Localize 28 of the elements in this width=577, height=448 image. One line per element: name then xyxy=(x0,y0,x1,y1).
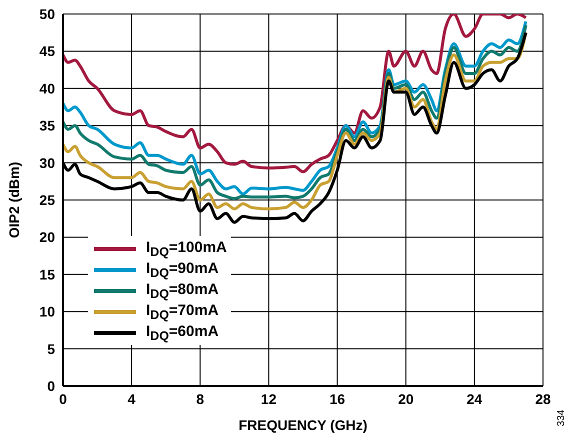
y-axis-title: OIP2 (dBm) xyxy=(6,162,22,238)
y-tick-label: 10 xyxy=(39,304,56,320)
y-tick-label: 0 xyxy=(47,378,56,394)
y-tick-label: 45 xyxy=(39,43,56,60)
y-tick-label: 25 xyxy=(39,192,56,208)
y-tick-label: 50 xyxy=(39,6,56,22)
x-tick-label: 12 xyxy=(260,390,277,407)
x-axis-title: FREQUENCY (GHz) xyxy=(238,417,368,433)
text: 334 xyxy=(556,409,567,426)
legend-label: I$_{DQ}$=60mA xyxy=(146,322,219,342)
legend-label: I$_{DQ}$=70mA xyxy=(146,302,219,322)
y-tick-label: 20 xyxy=(39,229,56,246)
y-tick-label: 15 xyxy=(39,266,56,282)
y-tick-label: 40 xyxy=(39,80,56,96)
line-series xyxy=(63,14,528,174)
x-tick-label: 8 xyxy=(196,390,204,407)
y-tick-label: 30 xyxy=(39,154,56,171)
x-tick-label: 24 xyxy=(466,390,482,407)
legend-label: I$_{DQ}$=100mA xyxy=(146,238,227,258)
y-tick-label: 35 xyxy=(39,118,56,134)
legend-label: I$_{DQ}$=90mA xyxy=(146,260,219,280)
x-tick-label: 0 xyxy=(59,390,68,407)
y-tick-label: 5 xyxy=(47,340,56,357)
x-tick-label: 4 xyxy=(128,390,136,407)
x-tick-label: 28 xyxy=(535,390,551,407)
x-tick-label: 16 xyxy=(329,390,346,407)
x-tick-label: 20 xyxy=(398,390,414,407)
legend-label: I$_{DQ}$=80mA xyxy=(146,280,219,300)
